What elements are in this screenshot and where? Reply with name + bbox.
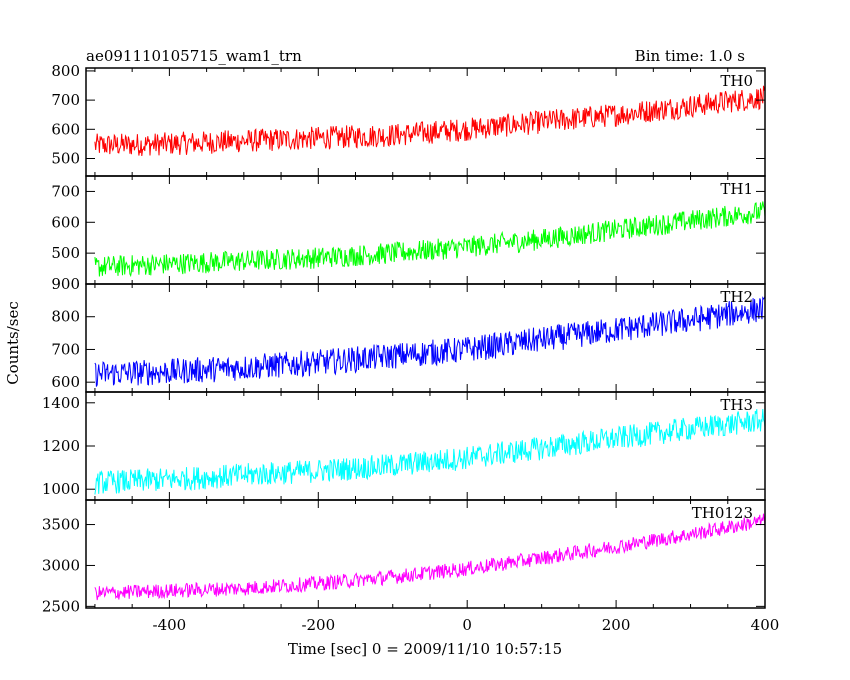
y-tick-label: 600: [51, 213, 80, 231]
chart-title: ae091110105715_wam1_trn: [86, 47, 302, 65]
y-tick-label: 500: [51, 149, 80, 167]
y-tick-label: 600: [51, 120, 80, 138]
y-tick-label: 1200: [42, 437, 80, 455]
x-tick-label: 0: [462, 616, 472, 634]
y-tick-label: 1400: [42, 394, 80, 412]
y-tick-label: 500: [51, 244, 80, 262]
series-line-th2: [94, 296, 766, 387]
y-tick-label: 2500: [42, 597, 80, 615]
panel-th1: 500 600 700 TH1: [51, 175, 766, 285]
panel-name-label: TH2: [720, 288, 753, 306]
panel-frame: [85, 283, 766, 393]
x-tick-label: 400: [751, 616, 780, 634]
y-tick-label: 700: [51, 182, 80, 200]
panel-name-label: TH0123: [692, 504, 753, 522]
x-axis-label: Time [sec] 0 = 2009/11/10 10:57:15: [288, 640, 562, 658]
y-tick-label: 800: [51, 308, 80, 326]
panel-frame: [85, 67, 766, 177]
y-tick-label: 900: [51, 275, 80, 293]
y-tick-label: 600: [51, 373, 80, 391]
panel-th0: 500 600 700 800 TH0: [51, 62, 766, 177]
x-tick-label: -400: [153, 616, 187, 634]
panel-th2: 600 700 800 900 TH2: [51, 275, 766, 393]
series-line-th3: [94, 408, 766, 495]
y-tick-label: 1000: [42, 480, 80, 498]
y-tick-label: 800: [51, 62, 80, 80]
panel-name-label: TH0: [720, 72, 753, 90]
y-axis-label: Counts/sec: [4, 301, 22, 385]
x-tick-label: 200: [602, 616, 631, 634]
panel-th0123: 2500 3000 3500 TH0123: [42, 499, 766, 615]
y-tick-label: 700: [51, 91, 80, 109]
series-line-th0: [94, 85, 766, 157]
y-tick-label: 700: [51, 340, 80, 358]
panel-name-label: TH3: [720, 396, 753, 414]
panels-group: 500 600 700 800 TH0 500 600 700 TH1 600 700 800 900 T…: [42, 62, 780, 634]
y-tick-label: 3000: [42, 556, 80, 574]
panel-th3: 1000 1200 1400 TH3: [42, 391, 766, 501]
series-line-th1: [94, 201, 766, 278]
y-tick-label: 3500: [42, 516, 80, 534]
x-tick-label: -200: [301, 616, 335, 634]
series-line-th0123: [94, 513, 766, 601]
panel-frame: [85, 499, 766, 609]
panel-name-label: TH1: [720, 180, 753, 198]
bin-time-label: Bin time: 1.0 s: [635, 47, 745, 65]
panel-frame: [85, 175, 766, 285]
